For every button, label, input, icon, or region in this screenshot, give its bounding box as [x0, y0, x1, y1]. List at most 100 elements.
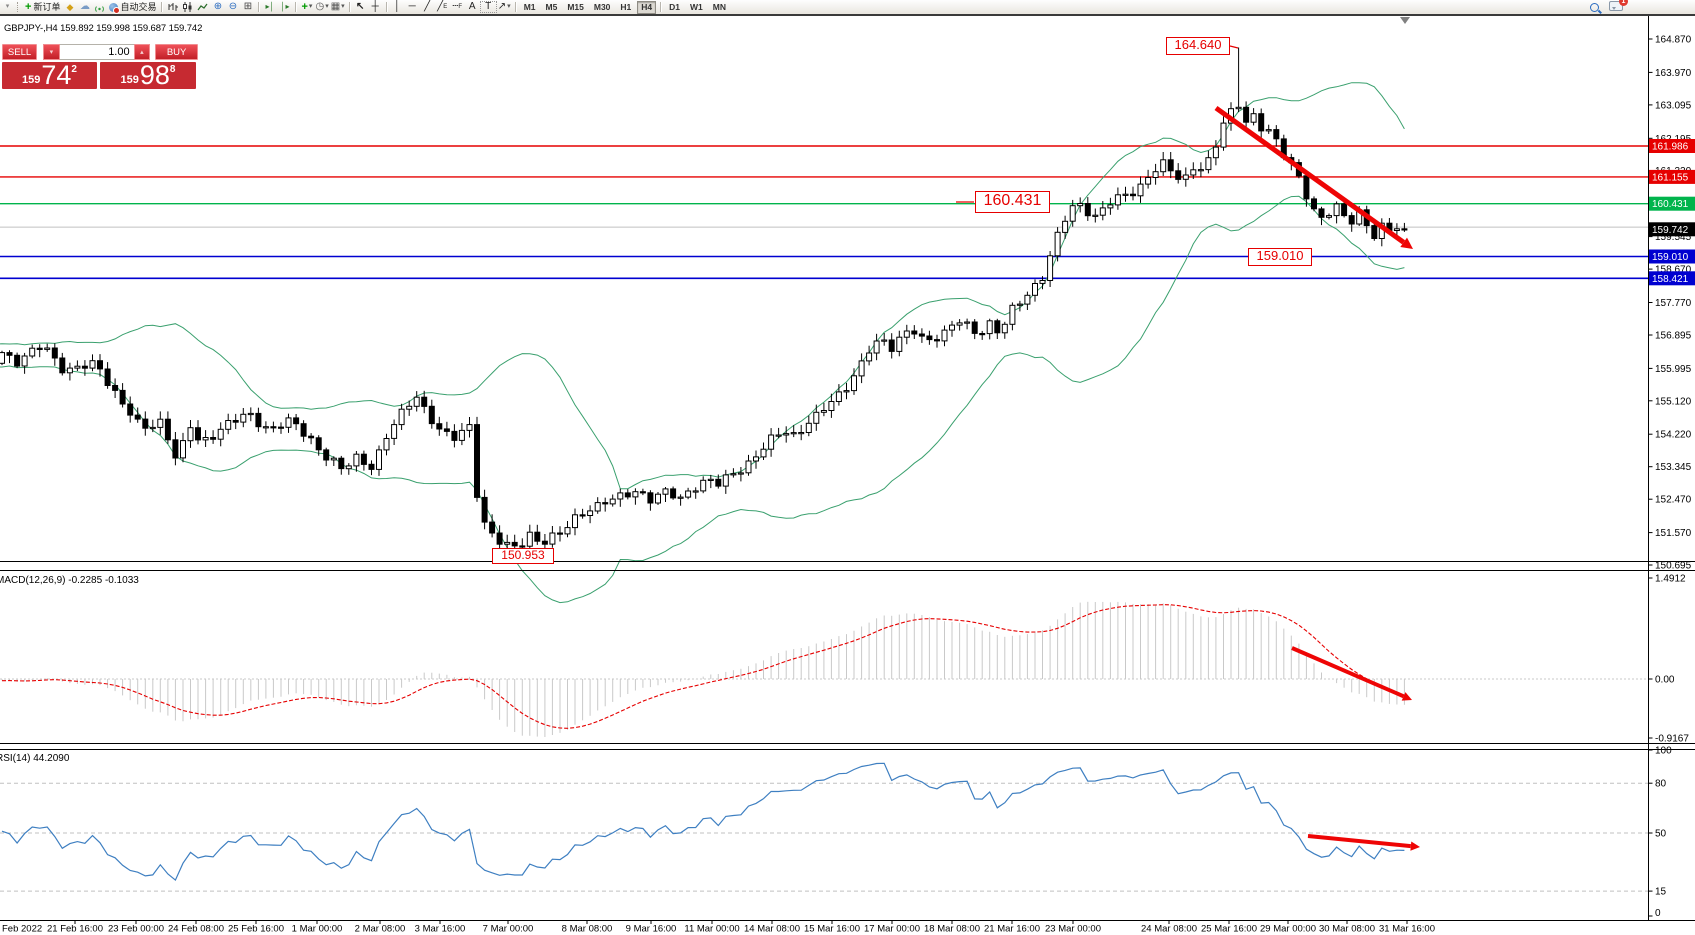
- text-label-tool-button[interactable]: T: [479, 1, 497, 13]
- toolbar-separator: [161, 2, 163, 12]
- chevron-up-icon: ▴: [140, 49, 144, 56]
- trend-arrow-main: [1214, 105, 1406, 245]
- svg-text:160.431: 160.431: [1652, 199, 1689, 210]
- chart-shift-marker: [1400, 17, 1410, 24]
- svg-text:158.421: 158.421: [1652, 274, 1689, 285]
- toolbar-grip: [17, 2, 21, 12]
- rsi-layer: 100 80 50 15 0 RSI(14) 44.2090: [0, 746, 1672, 919]
- svg-text:159.010: 159.010: [1652, 252, 1689, 263]
- svg-text:21 Mar 16:00: 21 Mar 16:00: [984, 924, 1040, 935]
- svg-text:164.870: 164.870: [1655, 35, 1692, 46]
- indicators-icon: +: [301, 1, 308, 13]
- hlines-layer: [0, 145, 1648, 280]
- templates-button[interactable]: ▦ ▾: [330, 1, 346, 13]
- trend-arrow-rsi: [1307, 834, 1411, 849]
- vertical-line-tool-button[interactable]: │: [394, 1, 401, 12]
- cursor-tool-button[interactable]: ↖: [355, 1, 365, 12]
- buy-button[interactable]: BUY: [155, 44, 198, 60]
- trendline-tool-button[interactable]: ╱: [424, 1, 431, 12]
- svg-text:163.970: 163.970: [1655, 68, 1692, 79]
- toolbar-separator: [385, 2, 387, 12]
- svg-text:3 Mar 16:00: 3 Mar 16:00: [415, 924, 466, 935]
- zoom-in-button[interactable]: ⊕: [213, 1, 223, 12]
- search-icon[interactable]: [1590, 2, 1599, 12]
- candlestick-chart-button[interactable]: [180, 1, 195, 13]
- price-annotation-support-mid[interactable]: 160.431: [975, 191, 1050, 213]
- toolbar-separator: [348, 2, 350, 12]
- timeframe-d1-button[interactable]: D1: [669, 1, 681, 12]
- arrows-tool-button[interactable]: ↗ ▾: [497, 1, 511, 12]
- cloud-sync-button[interactable]: ☁: [77, 1, 92, 13]
- timeaxis-layer: Feb 2022 21 Feb 16:00 23 Feb 00:00 24 Feb 0…: [2, 920, 1435, 935]
- line-chart-button[interactable]: [195, 1, 210, 13]
- buy-price-button[interactable]: 159 98 8: [100, 62, 196, 89]
- timeframe-h4-button[interactable]: H4: [637, 0, 657, 14]
- bar-chart-button[interactable]: [165, 1, 180, 13]
- periods-button[interactable]: ◷ ▾: [314, 1, 329, 13]
- chart-shift-button[interactable]: │▸: [280, 2, 290, 11]
- svg-text:161.155: 161.155: [1652, 172, 1689, 183]
- signal-button[interactable]: [92, 1, 107, 13]
- svg-text:157.770: 157.770: [1655, 298, 1692, 309]
- toolbar-separator: [660, 2, 662, 12]
- svg-text:RSI(14) 44.2090: RSI(14) 44.2090: [0, 753, 70, 764]
- svg-text:1.4912: 1.4912: [1655, 574, 1686, 585]
- svg-text:21 Feb 16:00: 21 Feb 16:00: [47, 924, 103, 935]
- equidistant-channel-tool-button[interactable]: ╱ E: [437, 1, 448, 12]
- timeframe-m15-button[interactable]: M15: [567, 1, 584, 12]
- sell-price-button[interactable]: 159 74 2: [2, 62, 97, 89]
- auto-trading-button[interactable]: 自动交易: [107, 1, 158, 14]
- fibonacci-tool-button[interactable]: ┄ F: [452, 1, 463, 12]
- sell-button[interactable]: SELL: [2, 44, 38, 60]
- svg-text:25 Mar 16:00: 25 Mar 16:00: [1201, 924, 1257, 935]
- axis-layer: 164.870163.970163.095162.195161.320160.4…: [1648, 16, 1695, 921]
- horizontal-line-tool-button[interactable]: ─: [408, 1, 416, 12]
- text-tool-button[interactable]: A: [468, 1, 476, 12]
- svg-text:50: 50: [1655, 829, 1667, 840]
- volume-input[interactable]: [59, 44, 134, 60]
- chat-bubble-icon: [1609, 0, 1623, 11]
- volume-increase-button[interactable]: ▴: [133, 44, 151, 60]
- sell-price-prefix: 159: [22, 74, 41, 86]
- svg-text:153.345: 153.345: [1655, 462, 1692, 473]
- timeframe-h1-button[interactable]: H1: [620, 1, 632, 12]
- crosshair-tool-button[interactable]: ┼: [371, 1, 379, 12]
- price-annotation-swing-low[interactable]: 150.953: [492, 548, 554, 564]
- timeframe-m30-button[interactable]: M30: [593, 1, 611, 12]
- gold-chart-button[interactable]: ◆: [62, 1, 77, 13]
- seps-layer: [0, 561, 1695, 921]
- tile-windows-button[interactable]: ⊞: [243, 1, 253, 12]
- timeframe-m1-button[interactable]: M1: [523, 1, 536, 12]
- timeframe-m5-button[interactable]: M5: [545, 1, 558, 12]
- new-order-button[interactable]: + 新订单: [23, 1, 62, 13]
- svg-text:100: 100: [1655, 746, 1672, 757]
- price-annotation-support-low[interactable]: 159.010: [1248, 248, 1312, 266]
- notifications-button[interactable]: 1: [1609, 0, 1628, 14]
- indicators-button[interactable]: + ▾: [299, 1, 314, 13]
- sell-price-big: 74: [41, 60, 72, 90]
- template-icon: ▦: [330, 1, 341, 12]
- svg-text:23 Mar 00:00: 23 Mar 00:00: [1045, 924, 1101, 935]
- buy-price-big: 98: [139, 60, 170, 90]
- svg-text:23 Feb 00:00: 23 Feb 00:00: [108, 924, 164, 935]
- svg-text:80: 80: [1655, 779, 1667, 790]
- toolbar-separator: [514, 2, 516, 12]
- svg-text:151.570: 151.570: [1655, 528, 1692, 539]
- channel-e-label: E: [443, 4, 448, 10]
- timeframe-w1-button[interactable]: W1: [690, 1, 703, 12]
- bar-chart-icon: [168, 3, 179, 11]
- buy-price-sup: 8: [169, 64, 176, 75]
- price-annotation-high[interactable]: 164.640: [1166, 37, 1230, 55]
- auto-scroll-button[interactable]: ▸│: [265, 2, 275, 11]
- candlestick-chart-icon: [183, 2, 192, 12]
- volume-decrease-button[interactable]: ▾: [43, 44, 60, 60]
- signal-icon: [95, 5, 105, 12]
- timeframe-mn-button[interactable]: MN: [712, 1, 727, 12]
- toolbar-overflow-icon[interactable]: ▾: [5, 3, 10, 10]
- svg-text:14 Mar 08:00: 14 Mar 08:00: [744, 924, 800, 935]
- svg-text:1 Mar 00:00: 1 Mar 00:00: [292, 924, 343, 935]
- svg-text:8 Mar 08:00: 8 Mar 08:00: [562, 924, 613, 935]
- zoom-out-button[interactable]: ⊖: [228, 1, 238, 12]
- extras-layer: [956, 17, 1410, 203]
